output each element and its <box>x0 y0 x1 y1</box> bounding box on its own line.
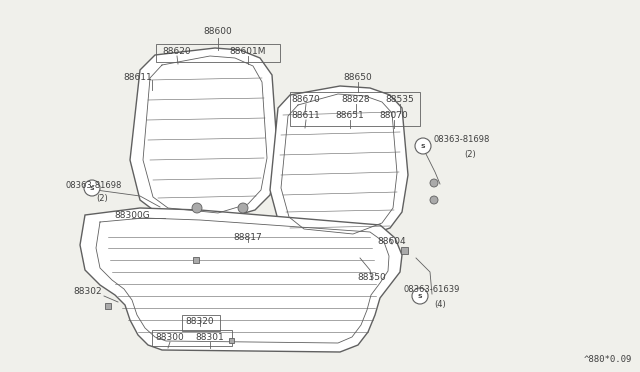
Text: 88650: 88650 <box>344 74 372 83</box>
Bar <box>401 247 408 254</box>
Text: 88620: 88620 <box>163 48 191 57</box>
Text: S: S <box>420 144 426 148</box>
Bar <box>193 257 199 263</box>
Text: 88301: 88301 <box>196 334 225 343</box>
Text: 88535: 88535 <box>386 96 414 105</box>
Circle shape <box>192 203 202 213</box>
Bar <box>156 44 280 62</box>
Circle shape <box>415 138 431 154</box>
Text: 08363-61639: 08363-61639 <box>404 285 460 295</box>
Text: 88611: 88611 <box>292 112 321 121</box>
Text: 88670: 88670 <box>292 96 321 105</box>
Text: ^880*0.09: ^880*0.09 <box>584 355 632 364</box>
Circle shape <box>412 288 428 304</box>
Bar <box>152 330 232 346</box>
Text: 88070: 88070 <box>380 112 408 121</box>
Polygon shape <box>130 48 278 220</box>
Circle shape <box>238 203 248 213</box>
Text: (2): (2) <box>96 195 108 203</box>
Text: S: S <box>90 186 94 190</box>
Polygon shape <box>270 86 408 240</box>
Text: 88817: 88817 <box>234 234 262 243</box>
Circle shape <box>84 180 100 196</box>
Polygon shape <box>80 208 402 352</box>
Text: 88302: 88302 <box>74 288 102 296</box>
Text: 88600: 88600 <box>204 28 232 36</box>
Text: (4): (4) <box>434 299 446 308</box>
Text: 88651: 88651 <box>335 112 364 121</box>
Text: (2): (2) <box>464 150 476 158</box>
Text: 88350: 88350 <box>358 273 387 282</box>
Circle shape <box>430 196 438 204</box>
Bar <box>229 338 234 343</box>
Bar <box>105 303 111 309</box>
Text: 08363-81698: 08363-81698 <box>434 135 490 144</box>
Text: 88300: 88300 <box>156 334 184 343</box>
Bar <box>182 315 220 331</box>
Text: 88828: 88828 <box>342 96 371 105</box>
Text: 88601M: 88601M <box>230 48 266 57</box>
Text: 88611: 88611 <box>124 74 152 83</box>
Text: 88300G: 88300G <box>114 211 150 219</box>
Text: 08363-81698: 08363-81698 <box>66 180 122 189</box>
Bar <box>290 92 420 126</box>
Text: S: S <box>418 294 422 298</box>
Text: 88604: 88604 <box>378 237 406 247</box>
Circle shape <box>430 179 438 187</box>
Text: 88320: 88320 <box>186 317 214 327</box>
